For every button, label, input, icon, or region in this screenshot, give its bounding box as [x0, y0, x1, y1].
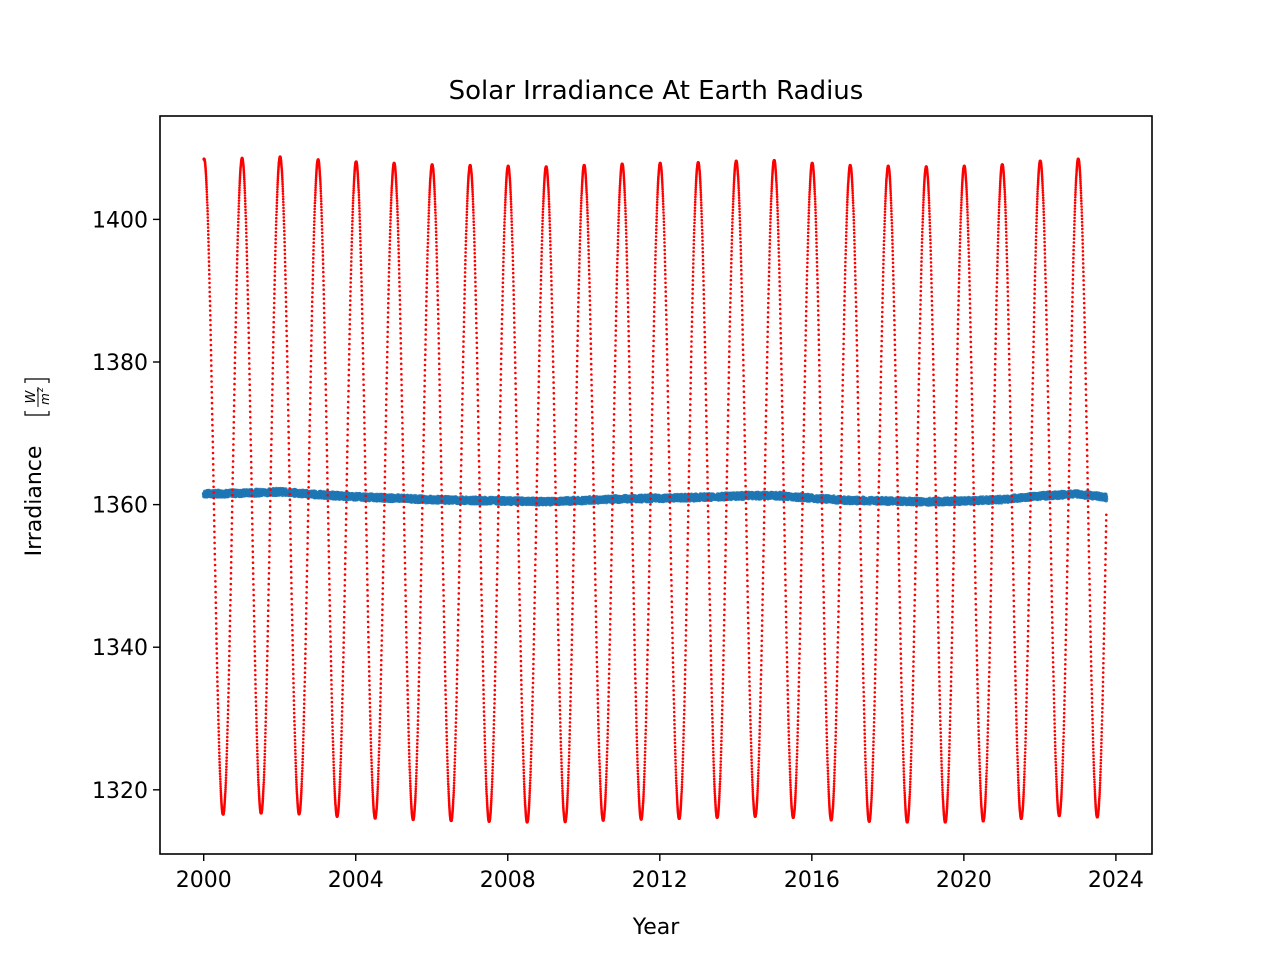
data-layer	[201, 155, 1109, 824]
series-tsi	[201, 486, 1109, 507]
